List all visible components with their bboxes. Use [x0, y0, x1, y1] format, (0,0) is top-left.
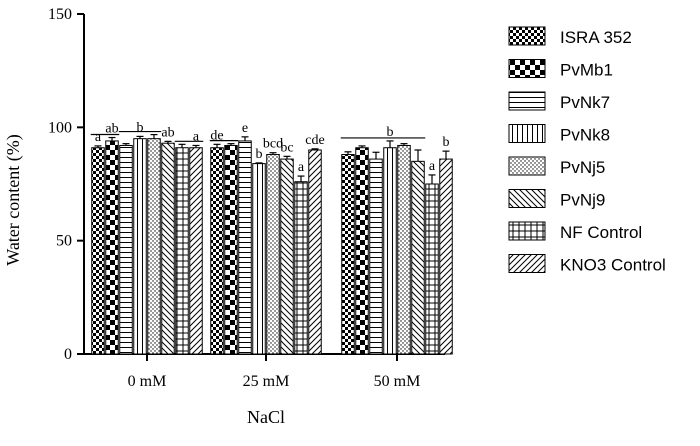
y-tick-label: 0 — [64, 346, 72, 363]
significance-label: a — [298, 160, 305, 175]
bar — [147, 138, 161, 355]
significance-label: b — [387, 125, 394, 140]
legend-label: ISRA 352 — [560, 28, 632, 47]
significance-label: b — [256, 147, 263, 162]
significance-label: bc — [280, 140, 293, 155]
bar — [341, 154, 355, 355]
legend-label: PvNj9 — [560, 191, 605, 210]
significance-label: ab — [105, 122, 118, 137]
y-tick-label: 150 — [48, 6, 72, 23]
legend: ISRA 352 PvMb1 PvNk7 PvNk8 PvNj5 PvNj9 NF Cont… — [508, 26, 666, 275]
legend-swatch — [508, 254, 546, 273]
bar — [252, 163, 266, 355]
bar — [105, 140, 119, 355]
bar — [161, 142, 175, 355]
bar — [308, 149, 322, 355]
legend-swatch — [508, 59, 546, 78]
significance-label: de — [210, 128, 223, 143]
x-tick-label: 25 mM — [243, 373, 290, 390]
significance-label: a — [193, 129, 200, 144]
bar — [439, 158, 453, 355]
bar — [397, 144, 411, 355]
legend-label: KNO3 Control — [560, 256, 666, 275]
bar — [294, 181, 308, 355]
legend-label: PvNj5 — [560, 158, 605, 177]
legend-swatch — [508, 156, 546, 176]
bar — [383, 147, 397, 355]
x-tick-label: 50 mM — [374, 373, 421, 390]
legend-label: PvNk7 — [560, 93, 610, 112]
significance-label: cde — [305, 133, 324, 148]
bar — [266, 154, 280, 355]
bar — [224, 144, 238, 355]
bar — [425, 183, 439, 355]
legend-label: PvMb1 — [560, 61, 613, 80]
bar — [175, 147, 189, 355]
significance-label: b — [443, 135, 450, 150]
bar — [369, 158, 383, 355]
bar — [280, 158, 294, 355]
significance-label: a — [429, 159, 436, 174]
bar — [355, 147, 369, 355]
bar — [238, 140, 252, 355]
significance-label: e — [242, 121, 248, 136]
legend-swatch — [508, 189, 546, 208]
bar — [119, 144, 133, 355]
significance-label: ab — [161, 125, 174, 140]
significance-label: b — [137, 120, 144, 135]
x-tick-label: 0 mM — [128, 373, 167, 390]
bar — [210, 147, 224, 355]
y-axis-title: Water content (%) — [3, 134, 24, 265]
legend-label: NF Control — [560, 223, 642, 242]
bar — [189, 147, 203, 355]
legend-swatch — [508, 124, 546, 143]
y-tick-label: 50 — [56, 233, 72, 250]
significance-label: bcd — [263, 137, 283, 152]
legend-label: PvNk8 — [560, 126, 610, 145]
bar — [411, 160, 425, 355]
legend-swatch — [508, 91, 546, 111]
legend-swatch — [508, 221, 546, 241]
legend-swatch — [508, 26, 546, 46]
significance-label: a — [95, 130, 102, 145]
bar — [133, 138, 147, 355]
y-tick-label: 100 — [48, 119, 72, 136]
x-axis-title: NaCl — [247, 407, 285, 427]
bar — [91, 147, 105, 355]
